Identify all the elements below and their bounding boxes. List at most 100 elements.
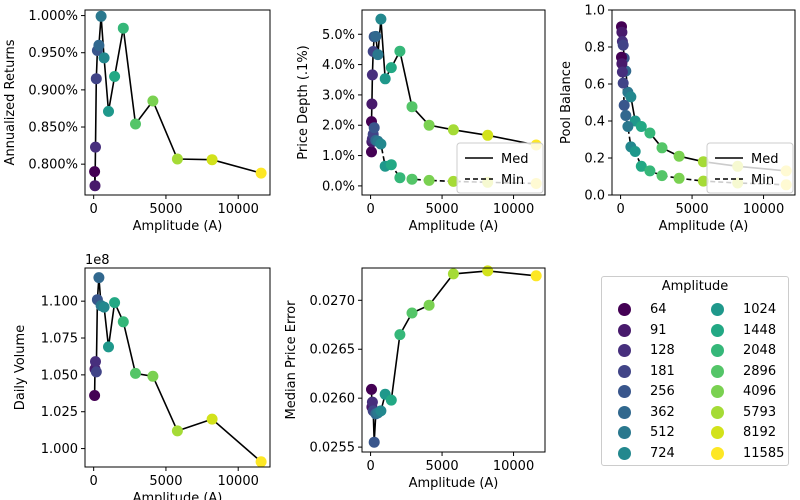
data-point (616, 66, 628, 78)
data-point (89, 390, 101, 401)
x-tick-label: 10000 (493, 459, 534, 474)
legend-color-dot (618, 364, 631, 378)
y-tick-label: 1.000% (28, 9, 78, 24)
legend-label-min: Min (751, 173, 774, 188)
data-point (98, 301, 110, 313)
data-point (635, 121, 647, 132)
data-point (423, 119, 435, 131)
data-point (98, 52, 110, 64)
y-axis-label: Price Depth (.1%) (296, 45, 311, 159)
data-point (644, 165, 656, 177)
legend-label: 91 (650, 322, 667, 338)
data-point (90, 356, 101, 368)
data-point (372, 49, 384, 61)
legend-color-dot (711, 405, 724, 419)
legend-label: 8192 (743, 425, 777, 440)
data-point (697, 156, 709, 168)
data-point (93, 39, 105, 51)
data-point (673, 150, 685, 162)
axes-frame (84, 9, 271, 196)
data-point (447, 268, 459, 280)
legend-label: 1448 (743, 322, 777, 338)
data-point (394, 45, 406, 57)
series-line-min (620, 57, 787, 186)
y-tick-label: 0.0265 (310, 343, 356, 358)
data-point (366, 69, 378, 81)
legend-color-dot (711, 426, 724, 439)
series-line-returns (93, 16, 262, 186)
y-axis-label: Pool Balance (559, 61, 574, 144)
legend-color-dot (618, 344, 631, 357)
data-point (656, 170, 668, 182)
y-axis-label: Daily Volume (13, 325, 28, 410)
data-point (379, 73, 391, 85)
legend-label: 64 (650, 302, 667, 317)
data-point (147, 370, 159, 382)
y-tick-label: 1.0% (322, 149, 355, 164)
data-point (385, 159, 397, 171)
data-point (617, 39, 629, 51)
data-point (385, 62, 397, 74)
data-point (622, 121, 634, 132)
y-tick-label: 0.8 (584, 41, 605, 56)
data-point (406, 101, 418, 113)
x-tick-label: 10000 (218, 474, 259, 489)
data-point (394, 172, 406, 184)
y-tick-label: 0.0 (584, 189, 605, 204)
x-tick-label: 10000 (218, 202, 259, 217)
data-point (130, 367, 141, 379)
data-point (90, 73, 102, 85)
data-point (406, 307, 418, 319)
data-point (482, 129, 494, 141)
y-tick-label: 0.800% (28, 158, 78, 173)
data-point (89, 180, 101, 192)
data-point (375, 405, 387, 417)
legend-color-dot (711, 323, 724, 337)
data-point (255, 456, 267, 468)
data-point (394, 329, 406, 341)
legend-color-dot (711, 303, 724, 316)
axes-frame (611, 9, 796, 196)
legend-label: 256 (650, 384, 675, 399)
legend-label: 5793 (743, 404, 777, 420)
series-legend-box (456, 142, 544, 194)
y-tick-label: 0.0255 (310, 441, 356, 456)
data-point (616, 58, 628, 70)
data-point (206, 154, 218, 166)
x-axis-label: Amplitude (A) (409, 219, 499, 234)
data-point (616, 26, 628, 38)
x-axis-label: Amplitude (A) (659, 219, 749, 234)
legend-color-dot (618, 446, 631, 460)
y-axis-label: Annualized Returns (3, 39, 18, 165)
y-tick-label: 4.0% (322, 58, 355, 73)
legend-color-dot (618, 303, 631, 316)
legend-label-min: Min (501, 173, 524, 188)
y-tick-label: 0.850% (28, 121, 78, 136)
data-point (103, 105, 114, 117)
legend-label: 11585 (743, 445, 785, 461)
amplitude-legend: Amplitude 64 91 128 181 256 362 512 724 1024 1448… (601, 276, 789, 466)
legend-label: 724 (650, 445, 675, 461)
x-tick-label: 10000 (493, 202, 534, 217)
y-axis-label: Median Price Error (284, 300, 299, 420)
legend-color-dot (618, 323, 631, 337)
data-point (673, 172, 685, 184)
series-line-error (370, 270, 537, 443)
x-tick-label: 0 (90, 202, 98, 217)
data-point (89, 166, 101, 178)
series-legend: Med Min (706, 142, 794, 194)
data-point (656, 142, 668, 154)
data-point (171, 425, 183, 437)
data-point (620, 110, 632, 121)
x-tick-label: 5000 (676, 202, 709, 217)
legend-label-med: Med (501, 152, 528, 167)
x-axis-label: Amplitude (A) (133, 491, 223, 500)
y-tick-label: 1.100 (41, 295, 78, 310)
x-tick-label: 10000 (743, 202, 784, 217)
y-tick-label: 0.4 (584, 115, 605, 130)
x-tick-label: 5000 (149, 474, 182, 489)
data-point (617, 77, 629, 89)
x-tick-label: 5000 (149, 202, 182, 217)
data-point (406, 173, 418, 185)
legend-label: 2896 (743, 363, 777, 379)
